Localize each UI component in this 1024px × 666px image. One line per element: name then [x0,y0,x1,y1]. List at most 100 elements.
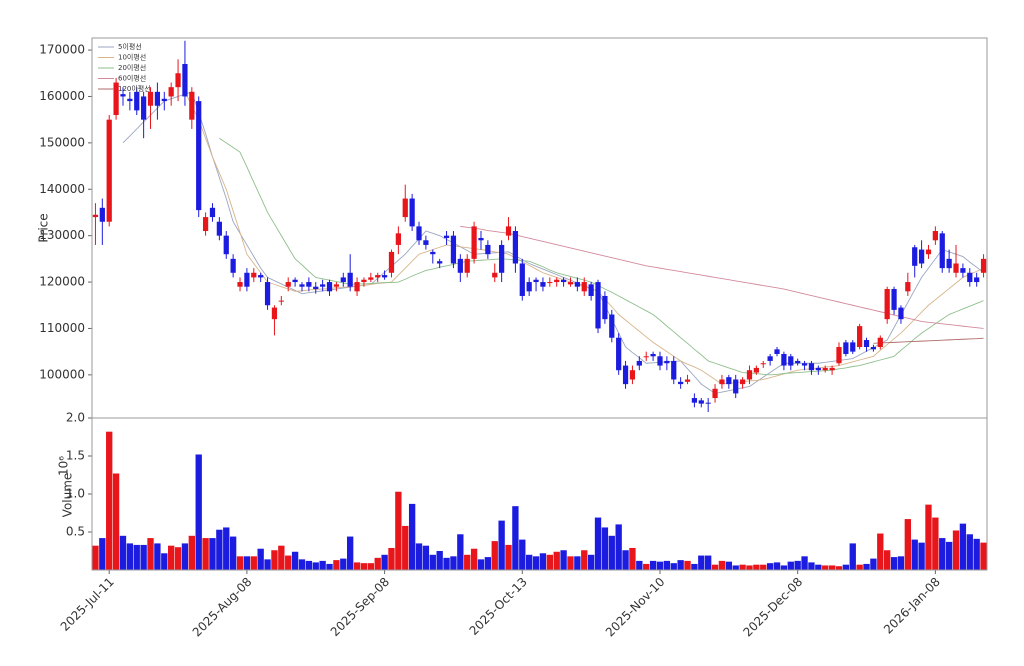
volume-bar [587,554,595,570]
volume-bar [168,545,175,570]
y-tick-label: 1.5 [66,449,85,463]
candle-body [925,249,932,255]
candle-body [120,94,126,97]
candle-body [492,272,498,278]
candle-body [939,233,945,269]
volume-bar [884,550,891,570]
volume-bar [340,558,347,570]
candle-body [258,275,264,278]
candle-body [960,268,966,273]
candle-body [643,356,649,358]
volume-bar [815,564,822,570]
candle-body [216,221,222,236]
volume-bar [112,473,120,570]
candle-body [271,307,278,320]
volume-bar [711,564,719,570]
candle-body [457,258,463,273]
volume-bar [250,556,257,570]
candle-body [912,247,918,266]
candle-body [306,282,312,287]
candle-body [877,337,883,348]
y-tick-label: 120000 [39,275,85,289]
volume-bar [966,534,973,570]
candle-body [189,91,195,120]
volume-bar [945,541,953,570]
volume-bar [897,556,905,570]
volume-bar [457,534,464,570]
volume-bar [464,554,471,570]
volume-bar [567,556,574,570]
volume-bar [746,565,753,570]
candle-body [664,360,670,364]
candle-body [850,342,856,352]
candle-body [388,251,395,273]
candle-body [141,96,147,120]
volume-bar [188,535,195,570]
volume-bar [119,535,127,570]
candle-body [230,258,236,273]
volume-bar [154,543,161,570]
candle-body [788,356,794,366]
y-tick-label: 160000 [39,89,85,103]
candle-body [347,272,353,287]
candle-body [430,251,436,255]
candle-body [437,261,443,264]
volume-bar [92,545,99,570]
volume-bar [691,563,698,570]
candle-body [512,231,519,264]
volume-bar [333,560,340,570]
candle-body [202,217,209,232]
volume-bar [415,543,423,570]
volume-bar [794,560,801,570]
volume-bar [353,562,361,570]
volume-bar [388,547,395,570]
candle-body [650,353,656,357]
candle-body [726,377,732,385]
candle-body [967,272,973,283]
volume-bar [147,538,154,570]
volume-bar [760,564,767,570]
candle-body [443,235,450,238]
volume-bar [649,560,657,570]
volume-bar [656,561,664,570]
candle-body [932,231,938,241]
candle-body [746,370,753,380]
candle-body [409,198,415,227]
volume-bar [828,565,836,570]
candle-body [581,282,587,292]
volume-bar [312,562,319,570]
candle-body [918,249,925,264]
volume-bar [223,527,230,570]
candle-body [361,279,367,283]
volume-bar [601,527,609,570]
volume-bar [484,557,492,570]
candle-body [712,388,718,399]
candle-body [857,326,863,348]
candle-body [106,119,112,222]
volume-bar [243,556,251,570]
legend-label: 20이평선 [118,63,146,72]
candle-body [526,282,532,292]
candle-body [519,263,525,296]
candle-body [560,279,567,283]
candle-body [588,284,594,296]
volume-bar [450,556,457,570]
candle-body [739,379,746,385]
volume-bar [622,550,629,570]
volume-bar [780,565,788,570]
y-tick-label: 2.0 [66,411,85,425]
volume-bar [347,536,354,570]
y-tick-label: 110000 [39,321,85,335]
candle-body [808,363,815,371]
volume-bar [980,542,987,570]
candle-body [974,277,980,283]
candle-body [464,258,470,273]
candle-body [678,381,684,385]
volume-bar [581,550,588,570]
volume-bar [202,538,209,570]
ma-line [873,337,984,344]
volume-bar [291,551,299,570]
volume-bar [505,544,512,570]
volume-bar [106,431,113,570]
candle-body [147,91,154,106]
